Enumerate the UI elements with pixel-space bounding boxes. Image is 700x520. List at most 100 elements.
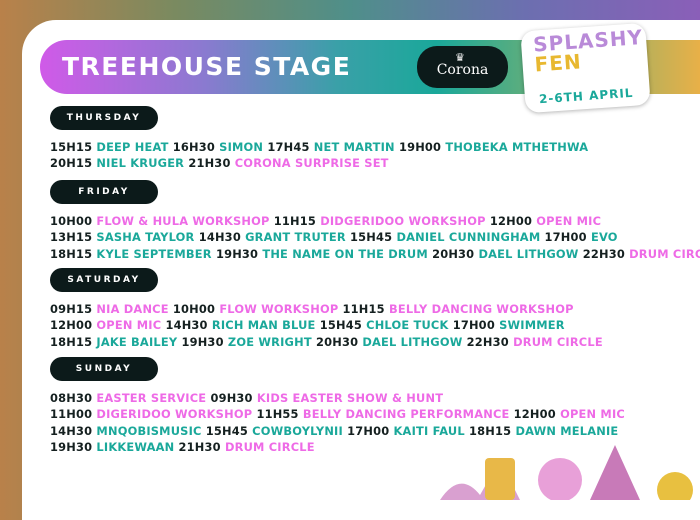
slot-time: 19H00 [398,140,442,154]
slot-time: 15H45 [205,423,248,438]
schedule-line: 13H15 SASHA TAYLOR 14H30 GRANT TRUTER 15… [50,230,618,244]
schedule-line: 11H00 DIGERIDOO WORKSHOP 11H55 BELLY DAN… [50,407,625,421]
act-name: DIDGERIDOO WORKSHOP [320,214,486,228]
festival-logo: SPLASHY FEN 2-6TH APRIL [520,22,651,114]
act-name: NIA DANCE [96,302,169,316]
sponsor-name: Corona [436,62,489,78]
slot-time: 14H30 [165,318,208,333]
day-pill-friday: FRIDAY [50,180,158,204]
slot-time: 11H15 [273,214,317,228]
slot-time: 17H00 [452,318,495,333]
slot-time: 18H15 [469,423,512,438]
slot-time: 08H30 [50,391,93,405]
slot-time: 12H00 [489,214,533,228]
slot-time: 11H15 [342,302,385,316]
festival-logo-text: SPLASHY FEN [532,24,644,77]
act-name: BELLY DANCING WORKSHOP [388,302,574,316]
act-name: NET MARTIN [313,140,395,154]
act-name: SASHA TAYLOR [96,230,195,245]
act-name: DAEL LITHGOW [478,246,579,261]
schedule-line: 19H30 LIKKEWAAN 21H30 DRUM CIRCLE [50,440,315,454]
act-name: CHLOE TUCK [366,318,449,333]
slot-time: 12H00 [513,407,556,422]
schedule-line: 09H15 NIA DANCE 10H00 FLOW WORKSHOP 11H1… [50,302,574,316]
schedule-line: 18H15 JAKE BAILEY 19H30 ZOE WRIGHT 20H30… [50,335,603,349]
act-name: CORONA SURPRISE SET [234,156,389,171]
act-name: FLOW WORKSHOP [219,302,339,316]
act-name: NIEL KRUGER [96,156,185,171]
act-name: DANIEL CUNNINGHAM [396,230,541,245]
act-name: LIKKEWAAN [96,439,175,454]
schedule-line: 18H15 KYLE SEPTEMBER 19H30 THE NAME ON T… [50,247,700,261]
act-name: KIDS EASTER SHOW & HUNT [256,391,444,405]
act-name: COWBOYLYNII [252,423,343,438]
schedule-line: 20H15 NIEL KRUGER 21H30 CORONA SURPRISE … [50,156,389,170]
slot-time: 16H30 [172,140,215,154]
act-name: THE NAME ON THE DRUM [262,246,428,261]
act-name: DRUM CIRCLE [513,334,603,349]
slot-time: 15H15 [50,140,93,154]
act-name: MNQOBISMUSIC [96,423,202,438]
act-name: DEEP HEAT [96,140,169,154]
slot-time: 15H45 [350,230,393,245]
slot-time: 18H15 [50,334,93,349]
schedule-line: 15H15 DEEP HEAT 16H30 SIMON 17H45 NET MA… [50,140,588,154]
slot-time: 09H15 [50,302,93,316]
page-title: TREEHOUSE STAGE [62,52,352,81]
crown-icon: ♛ [455,51,465,64]
day-pill-thursday: THURSDAY [50,106,158,130]
slot-time: 11H55 [256,407,299,422]
act-name: GRANT TRUTER [245,230,346,245]
slot-time: 21H30 [178,439,221,454]
day-pill-sunday: SUNDAY [50,357,158,381]
act-name: THOBEKA MTHETHWA [445,140,589,154]
act-name: DRUM CIRCLE [224,439,315,454]
act-name: BELLY DANCING PERFORMANCE [302,407,510,422]
slot-time: 20H30 [315,334,359,349]
act-name: EASTER SERVICE [96,391,207,405]
act-name: DAWN MELANIE [515,423,619,438]
act-name: OPEN MIC [536,214,602,228]
act-name: JAKE BAILEY [96,334,178,349]
act-name: OPEN MIC [560,407,625,422]
act-name: EVO [590,230,618,245]
act-name: FLOW & HULA WORKSHOP [96,214,270,228]
act-name: ZOE WRIGHT [227,334,312,349]
slot-time: 20H15 [50,156,93,171]
schedule-line: 10H00 FLOW & HULA WORKSHOP 11H15 DIDGERI… [50,214,601,228]
act-name: OPEN MIC [96,318,162,333]
act-name: SWIMMER [499,318,565,333]
slot-time: 19H30 [215,246,259,261]
slot-time: 12H00 [50,318,93,333]
day-pill-saturday: SATURDAY [50,268,158,292]
slot-time: 22H30 [466,334,509,349]
slot-time: 22H30 [582,246,625,261]
slot-time: 14H30 [50,423,93,438]
slot-time: 10H00 [50,214,93,228]
act-name: RICH MAN BLUE [211,318,316,333]
slot-time: 14H30 [198,230,241,245]
sponsor-logo: ♛ Corona [417,46,508,88]
slot-time: 17H00 [347,423,390,438]
slot-time: 17H45 [267,140,310,154]
act-name: KYLE SEPTEMBER [96,246,212,261]
slot-time: 10H00 [172,302,216,316]
schedule-line: 14H30 MNQOBISMUSIC 15H45 COWBOYLYNII 17H… [50,424,618,438]
slot-time: 21H30 [188,156,231,171]
slot-time: 09H30 [210,391,253,405]
slot-time: 20H30 [432,246,475,261]
slot-time: 11H00 [50,407,93,422]
act-name: DRUM CIRCLE [629,246,700,261]
act-name: DAEL LITHGOW [362,334,463,349]
slot-time: 18H15 [50,246,93,261]
slot-time: 19H30 [181,334,224,349]
slot-time: 19H30 [50,439,93,454]
flower-decoration [440,445,693,500]
act-name: SIMON [219,140,264,154]
slot-time: 17H00 [544,230,587,245]
slot-time: 13H15 [50,230,93,245]
slot-time: 15H45 [319,318,362,333]
festival-dates: 2-6TH APRIL [538,85,634,107]
schedule-line: 08H30 EASTER SERVICE 09H30 KIDS EASTER S… [50,391,443,405]
schedule-line: 12H00 OPEN MIC 14H30 RICH MAN BLUE 15H45… [50,318,565,332]
